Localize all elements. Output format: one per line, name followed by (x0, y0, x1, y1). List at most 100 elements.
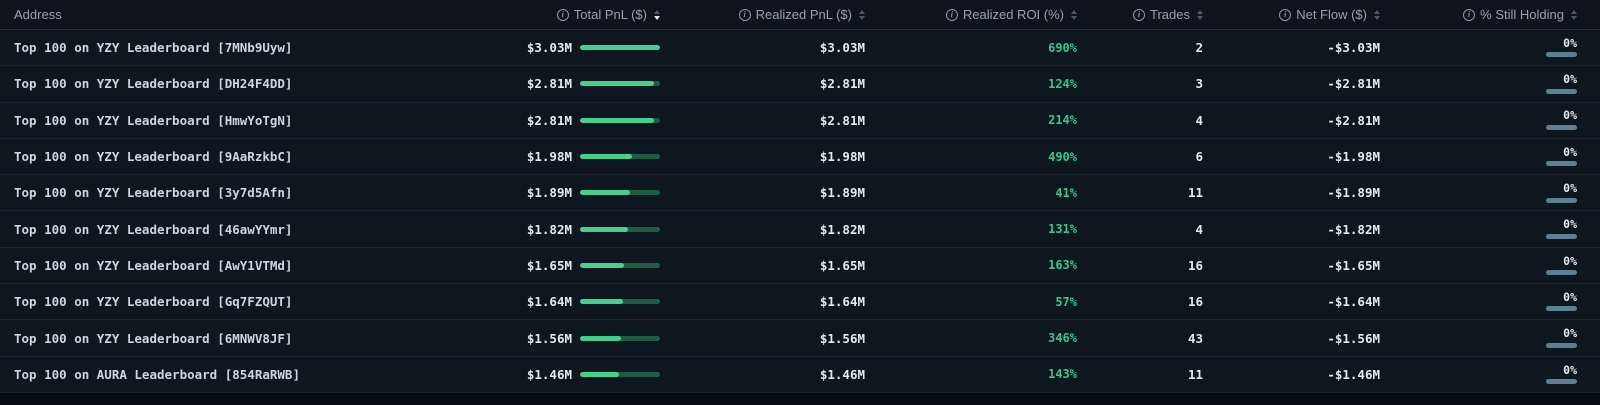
still-holding-cell: 0% (1380, 35, 1577, 58)
still-holding-cell: 0% (1380, 364, 1577, 385)
total-pnl-cell: $3.03M (430, 40, 660, 55)
still-holding-bar (1546, 233, 1577, 239)
table-row[interactable]: Top 100 on YZY Leaderboard [HmwYoTgN] $2… (0, 102, 1600, 139)
column-header-label: Net Flow ($) (1296, 7, 1367, 22)
total-pnl-bar (580, 335, 660, 341)
total-pnl-cell: $1.98M (430, 149, 660, 164)
column-header-label: Realized PnL ($) (755, 7, 852, 22)
info-icon[interactable]: i (556, 8, 569, 21)
table-row[interactable]: Top 100 on YZY Leaderboard [DH24F4DD] $2… (0, 66, 1600, 103)
trades-cell: 4 (1195, 221, 1203, 237)
info-icon[interactable]: i (945, 8, 958, 21)
total-pnl-bar (580, 154, 660, 160)
table-row[interactable]: Top 100 on YZY Leaderboard [Gq7FZQUT] $1… (0, 284, 1600, 321)
table-row[interactable]: Top 100 on AURA Leaderboard [854RaRWB] $… (0, 356, 1600, 393)
total-pnl-value: $1.65M (526, 257, 572, 273)
still-holding-value: 0% (1563, 326, 1577, 341)
realized-pnl-cell: $1.46M (819, 366, 865, 382)
address-cell: Top 100 on YZY Leaderboard [46awYYmr] (14, 221, 293, 237)
sort-down-caret (1197, 15, 1203, 20)
realized-roi-cell: 143% (1048, 367, 1077, 382)
column-header-total-pnl[interactable]: i Total PnL ($) (430, 0, 660, 29)
realized-pnl-cell: $2.81M (819, 76, 865, 92)
sort-down-caret (1071, 15, 1077, 20)
table-row[interactable]: Top 100 on YZY Leaderboard [AwY1VTMd] $1… (0, 247, 1600, 285)
total-pnl-bar-fill (580, 226, 629, 232)
sort-icon[interactable] (1197, 9, 1203, 20)
total-pnl-cell: $2.81M (430, 113, 660, 128)
info-icon[interactable]: i (1279, 8, 1292, 21)
realized-pnl-cell: $1.65M (819, 257, 865, 273)
info-icon[interactable]: i (738, 8, 751, 21)
realized-roi-cell: 214% (1048, 113, 1077, 128)
total-pnl-bar (580, 117, 660, 123)
still-holding-bar (1546, 197, 1577, 203)
still-holding-value: 0% (1563, 108, 1577, 123)
realized-pnl-cell: $1.64M (819, 294, 865, 310)
still-holding-bar (1546, 379, 1577, 385)
net-flow-cell: -$1.89M (1327, 185, 1380, 201)
still-holding-cell: 0% (1380, 110, 1577, 130)
total-pnl-cell: $1.46M (430, 367, 660, 382)
info-icon[interactable]: i (1133, 8, 1146, 21)
address-cell: Top 100 on AURA Leaderboard [854RaRWB] (14, 366, 300, 382)
table-row[interactable]: Top 100 on YZY Leaderboard [3y7d5Afn] $1… (0, 175, 1600, 212)
realized-roi-cell: 490% (1048, 149, 1077, 164)
still-holding-cell: 0% (1380, 183, 1577, 203)
still-holding-value: 0% (1563, 217, 1577, 232)
total-pnl-value: $1.82M (526, 221, 572, 237)
still-holding-cell: 0% (1380, 74, 1577, 94)
sort-icon[interactable] (654, 9, 660, 20)
still-holding-cell: 0% (1380, 144, 1577, 167)
total-pnl-bar (580, 190, 660, 196)
sort-icon[interactable] (859, 9, 865, 20)
total-pnl-cell: $1.82M (430, 222, 660, 237)
column-header-realized-roi[interactable]: i Realized ROI (%) (865, 0, 1077, 29)
sort-icon[interactable] (1374, 9, 1380, 20)
total-pnl-value: $2.81M (526, 112, 572, 128)
column-header-label: % Still Holding (1480, 7, 1564, 22)
sort-icon[interactable] (1571, 9, 1577, 20)
total-pnl-bar-fill (580, 154, 633, 160)
table-row[interactable]: Top 100 on YZY Leaderboard [9AaRzkbC] $1… (0, 138, 1600, 176)
total-pnl-value: $3.03M (526, 40, 572, 56)
trades-cell: 3 (1195, 76, 1203, 92)
net-flow-cell: -$1.56M (1327, 330, 1380, 346)
net-flow-cell: -$2.81M (1327, 76, 1380, 92)
trades-cell: 6 (1195, 149, 1203, 165)
trades-cell: 2 (1195, 40, 1203, 56)
realized-roi-cell: 41% (1055, 185, 1077, 200)
column-header-realized-pnl[interactable]: i Realized PnL ($) (660, 0, 865, 29)
info-icon[interactable]: i (1463, 8, 1476, 21)
total-pnl-bar-fill (580, 81, 655, 87)
address-cell: Top 100 on YZY Leaderboard [HmwYoTgN] (14, 112, 293, 128)
column-header-still-holding[interactable]: i % Still Holding (1380, 0, 1577, 29)
still-holding-bar (1546, 161, 1577, 167)
realized-roi-cell: 131% (1048, 222, 1077, 237)
total-pnl-bar (580, 45, 660, 51)
realized-roi-cell: 57% (1055, 294, 1077, 309)
sort-down-caret (1374, 15, 1380, 20)
table-row[interactable]: Top 100 on YZY Leaderboard [7MNb9Uyw] $3… (0, 30, 1600, 67)
total-pnl-bar-fill (580, 117, 655, 123)
total-pnl-bar-fill (580, 335, 622, 341)
sort-icon[interactable] (1071, 9, 1077, 20)
column-header-label: Realized ROI (%) (962, 7, 1064, 22)
column-header-trades[interactable]: i Trades (1077, 0, 1203, 29)
column-header-net-flow[interactable]: i Net Flow ($) (1203, 0, 1380, 29)
address-cell: Top 100 on YZY Leaderboard [9AaRzkbC] (14, 149, 293, 165)
table-row[interactable]: Top 100 on YZY Leaderboard [6MNWV8JF] $1… (0, 320, 1600, 357)
still-holding-cell: 0% (1380, 291, 1577, 312)
still-holding-bar (1546, 270, 1577, 276)
table-row[interactable]: Top 100 on YZY Leaderboard [46awYYmr] $1… (0, 211, 1600, 248)
still-holding-value: 0% (1563, 144, 1577, 159)
column-header-label: Address (14, 7, 62, 22)
still-holding-value: 0% (1563, 181, 1577, 196)
still-holding-value: 0% (1563, 35, 1577, 50)
total-pnl-value: $1.98M (526, 149, 572, 165)
sort-up-caret (859, 9, 865, 14)
sort-down-caret (654, 15, 660, 20)
trades-cell: 11 (1187, 366, 1203, 382)
column-header-label: Trades (1150, 7, 1190, 22)
still-holding-value: 0% (1563, 72, 1577, 87)
